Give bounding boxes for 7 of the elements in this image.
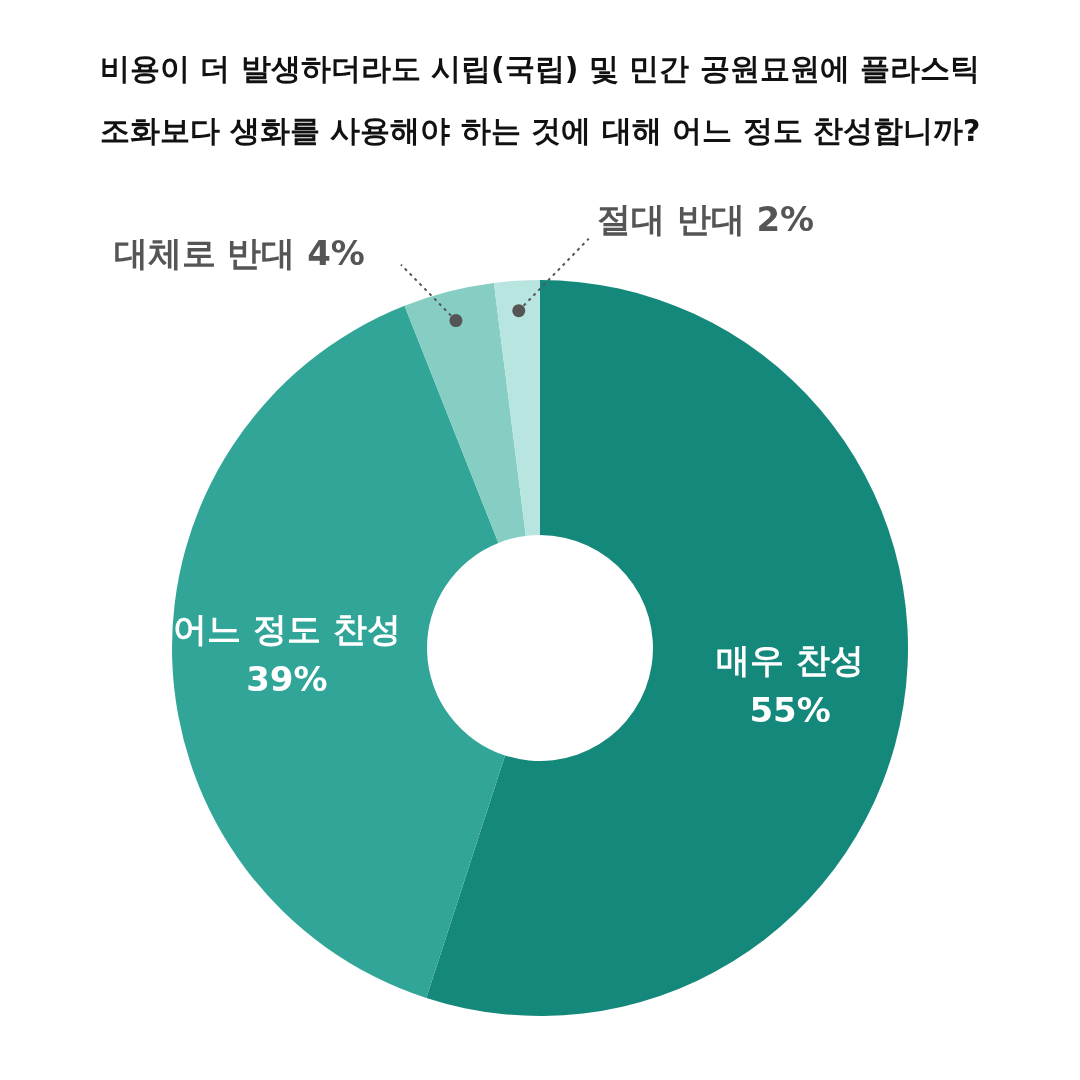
slice-label: 매우 찬성 <box>716 640 865 681</box>
slice-label: 어느 정도 찬성 <box>173 608 401 649</box>
chart-title: 비용이 더 발생하더라도 시립(국립) 및 민간 공원묘원에 플라스틱 조화보다 생화를 사용해야 하는 것에 대해 어느 정도 찬성합니까? <box>98 50 982 150</box>
data-label: 55% <box>749 690 831 731</box>
data-label: 39% <box>246 658 328 699</box>
slice-label: 대체로 반대 4% <box>113 233 365 274</box>
slice-label: 절대 반대 2% <box>596 199 815 240</box>
